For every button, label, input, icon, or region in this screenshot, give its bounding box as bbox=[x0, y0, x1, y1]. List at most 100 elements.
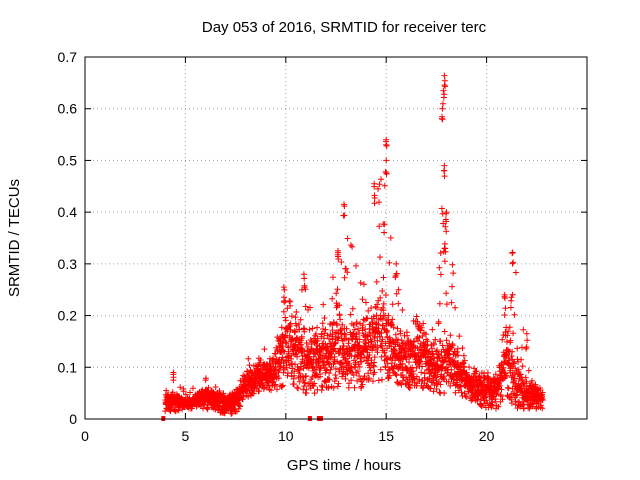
data-point bbox=[261, 346, 268, 353]
data-point bbox=[441, 77, 448, 84]
data-point bbox=[344, 269, 351, 276]
data-point bbox=[462, 393, 469, 400]
data-point bbox=[467, 380, 474, 387]
data-point bbox=[415, 338, 421, 344]
data-point bbox=[245, 393, 252, 400]
data-point bbox=[190, 385, 196, 392]
data-point bbox=[495, 403, 502, 410]
data-point bbox=[311, 380, 318, 387]
data-point bbox=[519, 363, 526, 370]
data-point bbox=[203, 375, 209, 382]
data-point bbox=[510, 330, 517, 337]
x-tick-label: 15 bbox=[378, 428, 394, 444]
data-point bbox=[348, 377, 355, 384]
data-point bbox=[509, 291, 516, 298]
data-point bbox=[449, 342, 456, 349]
data-point bbox=[314, 324, 321, 331]
x-tick-label: 0 bbox=[81, 428, 89, 444]
data-point bbox=[538, 402, 544, 409]
data-point bbox=[522, 374, 529, 381]
data-point bbox=[281, 299, 288, 306]
data-point bbox=[383, 356, 390, 363]
data-point bbox=[413, 313, 420, 320]
data-point bbox=[371, 200, 378, 207]
data-point bbox=[492, 371, 499, 378]
data-point bbox=[327, 366, 334, 373]
data-point bbox=[381, 182, 388, 189]
data-point bbox=[523, 344, 530, 350]
data-point bbox=[382, 364, 389, 371]
data-point bbox=[204, 405, 210, 412]
data-point bbox=[419, 333, 426, 339]
data-point bbox=[378, 176, 384, 183]
data-point bbox=[371, 195, 378, 201]
data-point bbox=[354, 377, 361, 384]
data-point bbox=[392, 371, 399, 377]
data-point bbox=[492, 396, 499, 403]
data-point bbox=[514, 405, 521, 412]
data-point bbox=[443, 290, 450, 297]
data-point bbox=[383, 138, 389, 145]
data-point bbox=[449, 283, 456, 290]
data-point bbox=[376, 181, 383, 188]
data-point bbox=[523, 378, 530, 385]
data-point bbox=[367, 367, 374, 374]
data-point bbox=[364, 333, 370, 340]
data-point bbox=[359, 296, 366, 303]
data-point bbox=[237, 403, 244, 410]
data-point bbox=[275, 375, 282, 382]
data-point bbox=[397, 328, 404, 335]
data-point bbox=[381, 229, 388, 236]
data-point bbox=[508, 294, 515, 301]
data-point bbox=[334, 286, 341, 293]
data-point bbox=[385, 374, 392, 381]
data-point bbox=[359, 322, 366, 329]
data-point bbox=[278, 383, 285, 390]
data-point bbox=[390, 324, 397, 331]
data-point bbox=[507, 337, 514, 344]
data-point bbox=[395, 300, 402, 307]
data-point bbox=[518, 356, 525, 363]
data-point bbox=[311, 390, 318, 397]
data-point bbox=[374, 301, 381, 308]
data-point bbox=[342, 355, 349, 362]
data-point bbox=[384, 360, 391, 367]
data-point bbox=[309, 325, 316, 332]
data-point bbox=[515, 380, 522, 387]
y-tick-label: 0.4 bbox=[58, 204, 78, 220]
data-point bbox=[473, 368, 480, 375]
data-point bbox=[377, 294, 384, 301]
x-tick-label: 20 bbox=[479, 428, 495, 444]
data-point bbox=[440, 248, 447, 255]
data-point bbox=[299, 356, 306, 363]
data-point bbox=[418, 324, 425, 331]
y-tick-label: 0.1 bbox=[58, 359, 78, 375]
data-point bbox=[379, 376, 385, 383]
data-point bbox=[326, 370, 333, 377]
data-point bbox=[380, 307, 387, 314]
data-point bbox=[437, 271, 444, 278]
data-point bbox=[422, 331, 429, 338]
data-point bbox=[257, 357, 264, 363]
data-point bbox=[404, 332, 411, 339]
data-point bbox=[379, 315, 386, 322]
data-point bbox=[286, 322, 293, 328]
data-point bbox=[505, 328, 512, 335]
data-point bbox=[507, 304, 514, 311]
data-point bbox=[517, 371, 524, 378]
data-point bbox=[334, 322, 341, 329]
data-point bbox=[321, 315, 328, 321]
data-point bbox=[337, 316, 344, 323]
data-point bbox=[163, 387, 170, 394]
data-point bbox=[447, 332, 454, 339]
data-point bbox=[330, 320, 337, 327]
data-point bbox=[339, 345, 346, 352]
data-point bbox=[509, 250, 516, 257]
data-point bbox=[463, 394, 470, 400]
data-point bbox=[449, 261, 456, 268]
data-point bbox=[381, 221, 388, 228]
data-point bbox=[336, 302, 343, 309]
data-point bbox=[329, 331, 336, 338]
data-point bbox=[426, 348, 433, 355]
